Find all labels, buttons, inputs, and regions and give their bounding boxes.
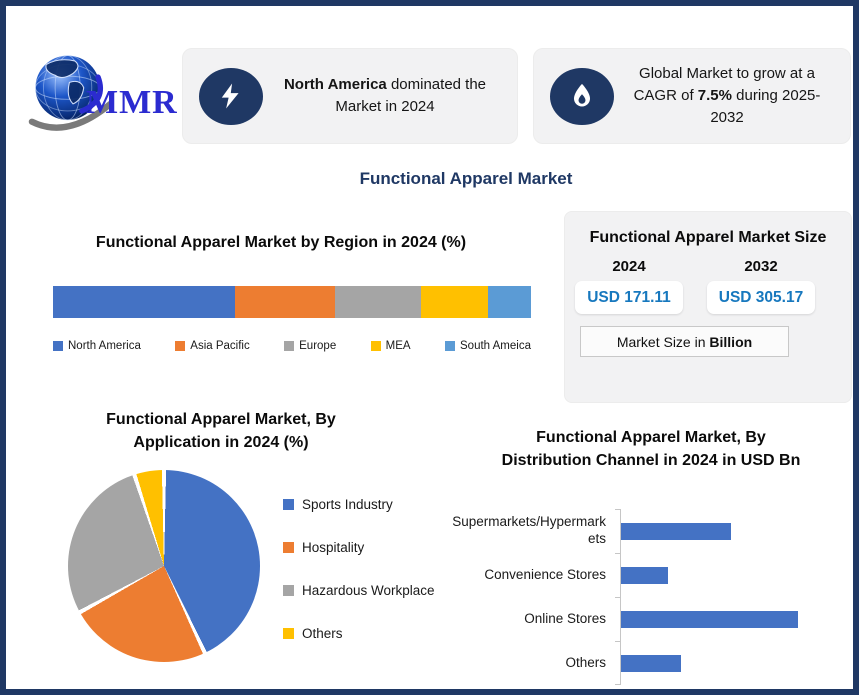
unit-note-text: Market Size in xyxy=(616,333,706,350)
bar-online-stores xyxy=(621,610,799,628)
market-size-title: Functional Apparel Market Size xyxy=(589,229,827,246)
legend-label-others: Others xyxy=(302,625,343,641)
region-chart-title: Functional Apparel Market by Region in 2… xyxy=(95,234,467,251)
legend-label-asia-pacific: Asia Pacific xyxy=(190,340,250,352)
legend-swatch-sports-industry xyxy=(283,498,294,510)
distribution-row-online-stores: Online Stores xyxy=(446,597,851,641)
year-2024-label: 2024 xyxy=(612,258,646,276)
lightning-icon xyxy=(199,67,263,125)
legend-swatch-hazardous-workplace xyxy=(283,584,294,596)
bar-supermarkets-hypermarkets xyxy=(621,522,732,540)
plot-area-others xyxy=(615,641,851,685)
market-size-unit-note: Market Size in Billion xyxy=(580,326,789,358)
market-size-values-row: USD 171.11 USD 305.17 xyxy=(565,281,851,315)
legend-swatch-hospitality xyxy=(283,541,294,553)
region-segment-north-america xyxy=(53,286,235,318)
market-size-panel: Functional Apparel Market Size 2024 2032… xyxy=(564,211,852,403)
market-size-years-row: 2024 2032 xyxy=(565,258,851,275)
legend-label-hospitality: Hospitality xyxy=(302,539,365,555)
legend-label-north-america: North America xyxy=(68,340,141,352)
legend-label-south-ameica: South Ameica xyxy=(460,340,531,352)
distribution-bar-chart: Supermarkets/Hypermarkets Convenience Sto… xyxy=(446,509,851,685)
plot-area-convenience-stores xyxy=(615,553,851,597)
legend-item-north-america: North America xyxy=(53,340,141,352)
highlight-north-america: North America dominated the Market in 20… xyxy=(182,48,518,144)
application-chart-title: Functional Apparel Market, By Applicatio… xyxy=(106,411,336,451)
bar-others xyxy=(621,654,681,672)
bar-convenience-stores xyxy=(621,566,669,584)
market-size-value-2032: USD 305.17 xyxy=(707,281,815,315)
legend-item-others: Others xyxy=(283,622,435,644)
page-title: Functional Apparel Market xyxy=(359,169,573,188)
distribution-row-supermarkets-hypermarkets: Supermarkets/Hypermarkets xyxy=(446,509,851,553)
category-label-convenience-stores: Convenience Stores xyxy=(484,566,606,582)
flame-icon xyxy=(550,67,614,125)
region-segment-mea xyxy=(421,286,488,318)
highlight-bold-text: 7.5% xyxy=(697,87,732,105)
plot-area-online-stores xyxy=(615,597,851,641)
plot-area-supermarkets-hypermarkets xyxy=(615,509,851,553)
highlight-bold-text: North America xyxy=(283,76,387,94)
legend-item-hospitality: Hospitality xyxy=(283,536,435,558)
legend-label-europe: Europe xyxy=(299,340,337,352)
highlight-rest-text: dominated the Market in 2024 xyxy=(335,76,487,115)
mmr-logo: MMR xyxy=(28,52,188,136)
category-label-others: Others xyxy=(565,654,606,670)
region-segment-south-ameica xyxy=(487,286,531,318)
legend-label-sports-industry: Sports Industry xyxy=(302,496,393,512)
globe-icon xyxy=(28,55,114,131)
region-segment-asia-pacific xyxy=(234,286,335,318)
legend-item-south-ameica: South Ameica xyxy=(445,340,531,352)
legend-swatch-north-america xyxy=(53,341,63,351)
legend-item-europe: Europe xyxy=(284,340,336,352)
legend-label-hazardous-workplace: Hazardous Workplace xyxy=(302,582,435,598)
unit-note-bold: Billion xyxy=(709,333,753,350)
application-chart-legend: Sports Industry Hospitality Hazardous Work… xyxy=(283,493,435,665)
legend-item-mea: MEA xyxy=(370,340,411,352)
region-segment-europe xyxy=(335,286,422,318)
category-label-online-stores: Online Stores xyxy=(524,610,606,626)
distribution-chart-title: Functional Apparel Market, By Distributi… xyxy=(501,429,801,469)
legend-item-sports-industry: Sports Industry xyxy=(283,493,435,515)
legend-item-asia-pacific: Asia Pacific xyxy=(175,340,250,352)
logo-wordmark: MMR xyxy=(86,84,178,121)
legend-swatch-south-ameica xyxy=(445,341,455,351)
legend-swatch-europe xyxy=(284,341,295,351)
highlight-pre-text: Global Market to grow at a CAGR of xyxy=(633,65,815,105)
legend-item-hazardous-workplace: Hazardous Workplace xyxy=(283,579,435,601)
legend-swatch-asia-pacific xyxy=(175,341,186,351)
legend-swatch-mea xyxy=(370,341,381,351)
market-size-value-2024: USD 171.11 xyxy=(575,281,683,315)
application-pie-chart xyxy=(68,470,260,662)
highlight-post-text: during 2025-2032 xyxy=(710,87,821,126)
region-stacked-bar xyxy=(53,286,531,318)
legend-label-mea: MEA xyxy=(385,340,411,352)
distribution-row-others: Others xyxy=(446,641,851,685)
distribution-row-convenience-stores: Convenience Stores xyxy=(446,553,851,597)
region-chart-legend: North America Asia Pacific Europe MEA South … xyxy=(53,340,531,352)
highlight-north-america-text: North America dominated the Market in 20… xyxy=(263,74,507,118)
highlight-cagr: Global Market to grow at a CAGR of 7.5% … xyxy=(533,48,851,144)
highlight-cagr-text: Global Market to grow at a CAGR of 7.5% … xyxy=(614,63,840,128)
year-2032-label: 2032 xyxy=(744,258,778,276)
category-label-supermarkets-hypermarkets: Supermarkets/Hypermarkets xyxy=(452,514,606,546)
legend-swatch-others xyxy=(283,627,294,639)
